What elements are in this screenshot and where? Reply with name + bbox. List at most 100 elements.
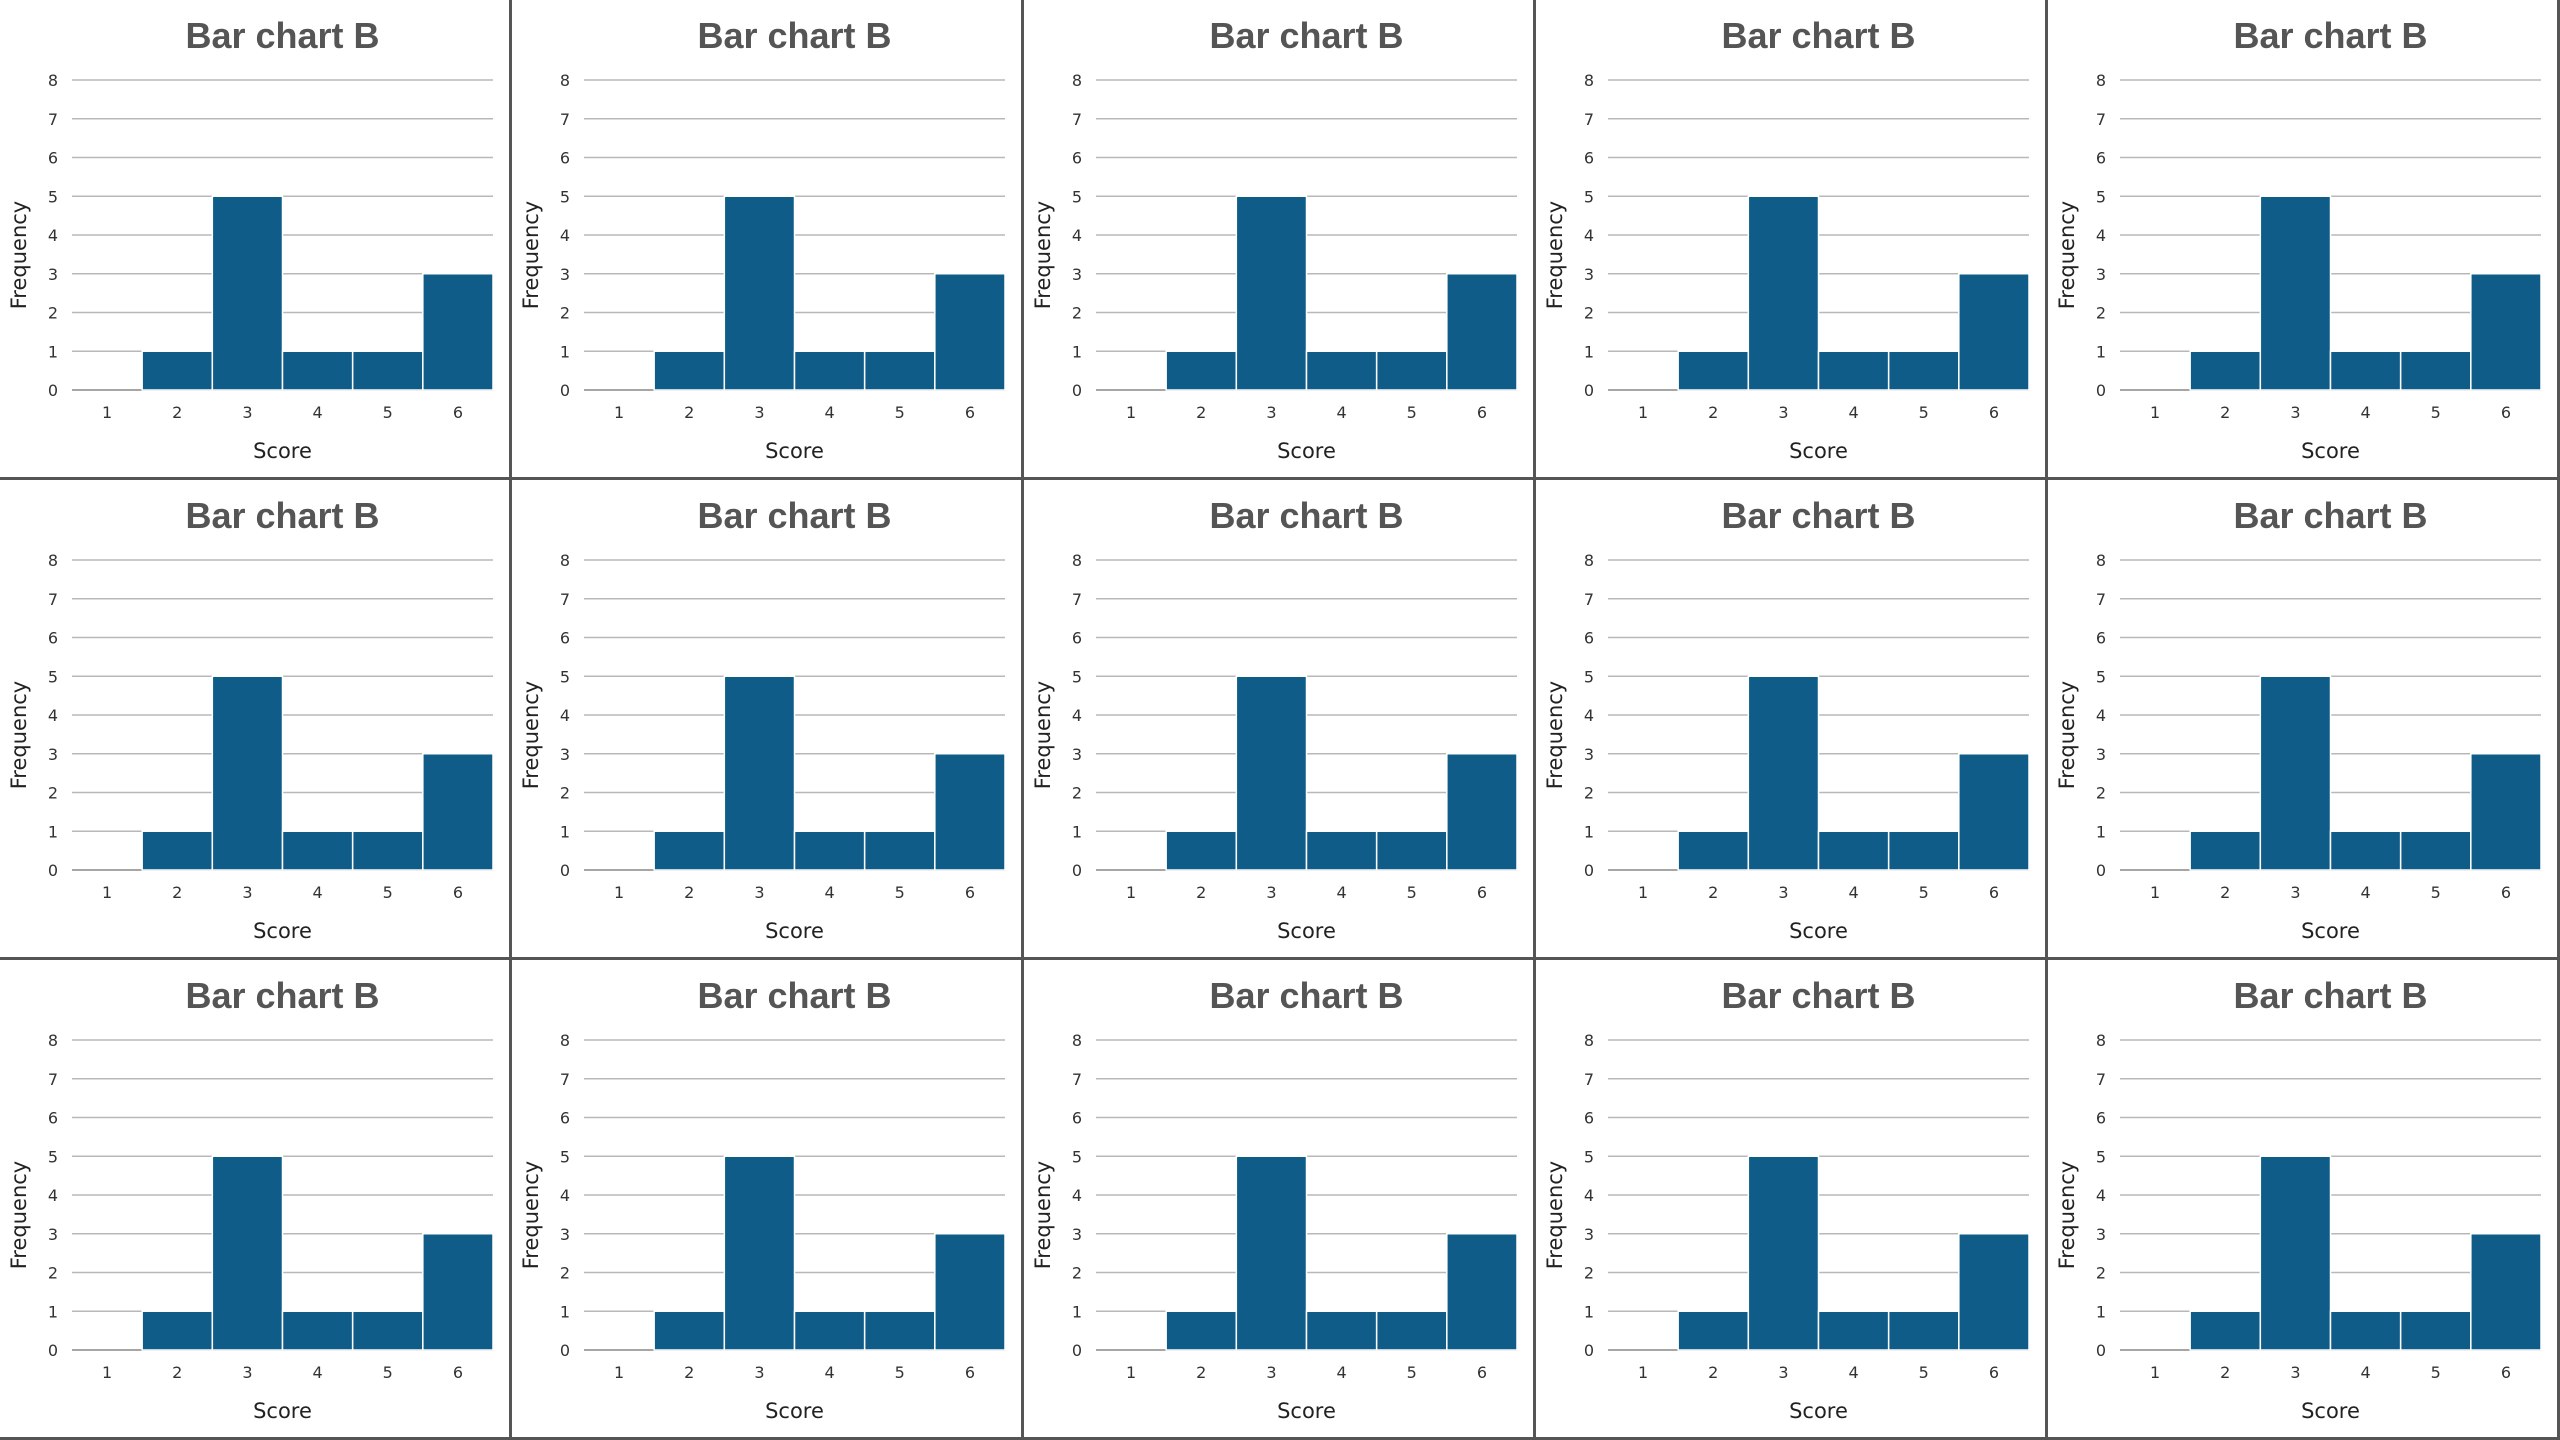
y-tick-label: 1 <box>560 1302 570 1321</box>
y-tick-label: 8 <box>1072 1031 1082 1050</box>
y-tick-label: 4 <box>1072 706 1082 725</box>
y-tick-label: 2 <box>2096 784 2106 803</box>
x-tick-label: 6 <box>453 1363 463 1382</box>
x-tick-label: 5 <box>383 883 393 902</box>
bar <box>2399 350 2472 391</box>
y-tick-label: 8 <box>1584 1031 1594 1050</box>
y-tick-label: 0 <box>2096 861 2106 880</box>
x-tick-label: 5 <box>1407 1363 1417 1382</box>
y-tick-label: 2 <box>1584 784 1594 803</box>
bar <box>141 350 214 391</box>
y-tick-label: 1 <box>48 822 58 841</box>
x-tick-label: 2 <box>172 403 182 422</box>
bar <box>1235 675 1308 871</box>
x-tick-label: 3 <box>242 403 252 422</box>
chart-panel: Bar chart B 0 1 2 3 4 5 6 7 8 1 2 3 4 5 6 Score Frequency <box>512 960 1024 1440</box>
bar-chart: Bar chart B 0 1 2 3 4 5 6 7 8 1 2 3 4 5 6 Score Frequency <box>1031 975 1518 1423</box>
x-axis-label: Score <box>2301 919 2360 943</box>
x-tick-label: 3 <box>754 883 764 902</box>
y-tick-label: 7 <box>2096 590 2106 609</box>
x-tick-label: 2 <box>684 403 694 422</box>
x-axis-label: Score <box>1277 439 1336 463</box>
y-tick-label: 5 <box>2096 667 2106 686</box>
bar <box>422 1233 494 1351</box>
y-tick-label: 6 <box>1584 629 1594 648</box>
y-tick-label: 0 <box>1584 1341 1594 1360</box>
y-tick-label: 1 <box>1584 342 1594 361</box>
x-tick-label: 3 <box>1266 883 1276 902</box>
y-tick-label: 5 <box>1584 187 1594 206</box>
bar <box>2189 350 2262 391</box>
y-tick-label: 1 <box>560 822 570 841</box>
y-tick-label: 6 <box>1072 149 1082 168</box>
bar-chart: Bar chart B 0 1 2 3 4 5 6 7 8 1 2 3 4 5 6 Score Frequency <box>1031 495 1518 943</box>
y-tick-label: 7 <box>2096 1070 2106 1089</box>
x-tick-label: 2 <box>172 883 182 902</box>
x-tick-label: 2 <box>1196 1363 1206 1382</box>
y-axis-label: Frequency <box>519 681 543 790</box>
bar <box>1958 273 2030 391</box>
y-tick-label: 8 <box>1072 71 1082 90</box>
bar <box>281 1310 354 1351</box>
x-tick-label: 5 <box>383 403 393 422</box>
y-axis-label: Frequency <box>1543 681 1567 790</box>
x-tick-label: 6 <box>1477 1363 1487 1382</box>
y-tick-label: 0 <box>48 381 58 400</box>
bar-chart: Bar chart B 0 1 2 3 4 5 6 7 8 1 2 3 4 5 6 Score Frequency <box>2055 975 2542 1423</box>
bar <box>1305 830 1378 871</box>
y-tick-label: 4 <box>560 706 570 725</box>
x-tick-label: 1 <box>1126 403 1136 422</box>
y-tick-label: 3 <box>48 265 58 284</box>
x-axis-label: Score <box>1789 1399 1848 1423</box>
x-tick-label: 5 <box>895 883 905 902</box>
bar <box>422 273 494 391</box>
bar <box>653 350 726 391</box>
x-tick-label: 6 <box>2501 883 2511 902</box>
chart-panel: Bar chart B 0 1 2 3 4 5 6 7 8 1 2 3 4 5 6 Score Frequency <box>1536 960 2048 1440</box>
bar <box>1677 830 1750 871</box>
bar <box>211 1155 284 1351</box>
bar <box>2259 195 2332 391</box>
chart-panel: Bar chart B 0 1 2 3 4 5 6 7 8 1 2 3 4 5 6 Score Frequency <box>2048 0 2560 480</box>
y-axis-label: Frequency <box>1543 1161 1567 1270</box>
x-tick-label: 6 <box>1477 403 1487 422</box>
x-tick-label: 1 <box>2150 1363 2160 1382</box>
bar <box>1747 1155 1820 1351</box>
y-tick-label: 8 <box>2096 1031 2106 1050</box>
y-tick-label: 4 <box>2096 706 2106 725</box>
bar <box>2259 675 2332 871</box>
y-axis-label: Frequency <box>1031 1161 1055 1270</box>
bar <box>211 675 284 871</box>
y-tick-label: 4 <box>48 706 58 725</box>
x-tick-label: 5 <box>1407 883 1417 902</box>
y-tick-label: 6 <box>560 1109 570 1128</box>
y-tick-label: 1 <box>48 342 58 361</box>
x-tick-label: 1 <box>102 883 112 902</box>
y-tick-label: 2 <box>48 1264 58 1283</box>
y-tick-label: 6 <box>560 629 570 648</box>
bar <box>934 753 1006 871</box>
y-tick-label: 2 <box>560 304 570 323</box>
chart-title: Bar chart B <box>185 975 379 1016</box>
bar <box>1677 1310 1750 1351</box>
bar <box>2470 273 2542 391</box>
x-tick-label: 4 <box>312 1363 322 1382</box>
bar <box>863 830 936 871</box>
x-tick-label: 5 <box>2431 883 2441 902</box>
y-axis-label: Frequency <box>2055 201 2079 310</box>
y-tick-label: 1 <box>2096 1302 2106 1321</box>
x-tick-label: 6 <box>1989 403 1999 422</box>
x-tick-label: 1 <box>102 1363 112 1382</box>
y-tick-label: 6 <box>1072 629 1082 648</box>
y-tick-label: 0 <box>1072 861 1082 880</box>
x-tick-label: 4 <box>824 403 834 422</box>
bar-chart: Bar chart B 0 1 2 3 4 5 6 7 8 1 2 3 4 5 6 Score Frequency <box>7 15 494 463</box>
x-tick-label: 1 <box>1638 403 1648 422</box>
x-tick-label: 3 <box>1266 403 1276 422</box>
chart-panel: Bar chart B 0 1 2 3 4 5 6 7 8 1 2 3 4 5 6 Score Frequency <box>0 0 512 480</box>
y-tick-label: 4 <box>560 226 570 245</box>
bar <box>2329 350 2402 391</box>
y-tick-label: 8 <box>560 551 570 570</box>
y-tick-label: 7 <box>2096 110 2106 129</box>
bar <box>1446 753 1518 871</box>
